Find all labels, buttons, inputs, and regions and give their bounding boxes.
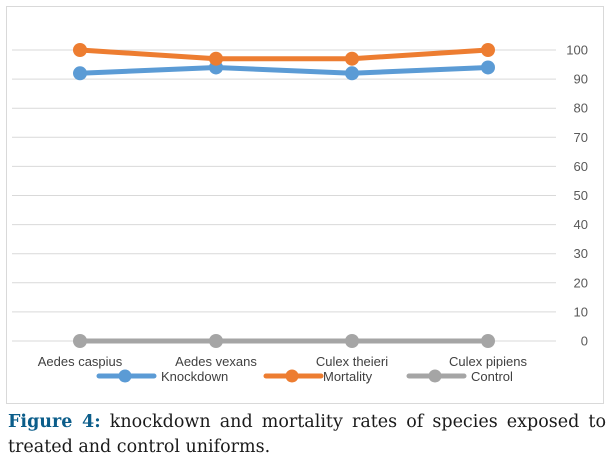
y-tick-label: 50	[574, 188, 588, 203]
y-tick-label: 10	[574, 304, 588, 319]
data-point	[345, 66, 359, 81]
series-line	[77, 47, 491, 62]
x-tick-label: Aedes vexans	[175, 354, 257, 369]
y-tick-label: 40	[574, 217, 588, 232]
y-tick-label: 70	[574, 130, 588, 145]
line-chart: 0 10 20 30 40 50 60 70 80 90 100 Aedes caspius Aedes…	[12, 43, 588, 384]
legend-marker	[285, 369, 299, 383]
y-tick-label: 60	[574, 159, 588, 174]
data-point	[209, 51, 223, 66]
data-point	[481, 60, 495, 75]
data-point	[73, 66, 87, 81]
data-point	[345, 334, 359, 348]
data-point	[73, 334, 87, 348]
caption-text: knockdown and mortality rates of species…	[8, 412, 606, 457]
data-point	[481, 334, 495, 348]
legend-marker	[428, 369, 442, 383]
y-tick-label: 30	[574, 246, 588, 261]
legend-label: Knockdown	[161, 369, 228, 384]
figure-label: Figure 4:	[8, 412, 101, 432]
legend-label: Mortality	[323, 369, 373, 384]
legend-marker	[118, 369, 132, 383]
data-point	[73, 43, 87, 57]
x-tick-label: Culex theieri	[316, 354, 388, 369]
figure-caption: Figure 4: knockdown and mortality rates …	[8, 410, 606, 460]
data-point	[209, 334, 223, 348]
y-tick-label: 0	[581, 334, 588, 349]
y-tick-label: 90	[574, 72, 588, 87]
y-tick-label: 20	[574, 275, 588, 290]
y-tick-label: 100	[566, 43, 588, 58]
y-tick-label: 80	[574, 101, 588, 116]
data-point	[481, 43, 495, 57]
x-tick-label: Aedes caspius	[38, 354, 123, 369]
data-point	[345, 51, 359, 66]
legend-label: Control	[471, 369, 513, 384]
x-tick-label: Culex pipiens	[449, 354, 528, 369]
series-line	[77, 64, 491, 76]
